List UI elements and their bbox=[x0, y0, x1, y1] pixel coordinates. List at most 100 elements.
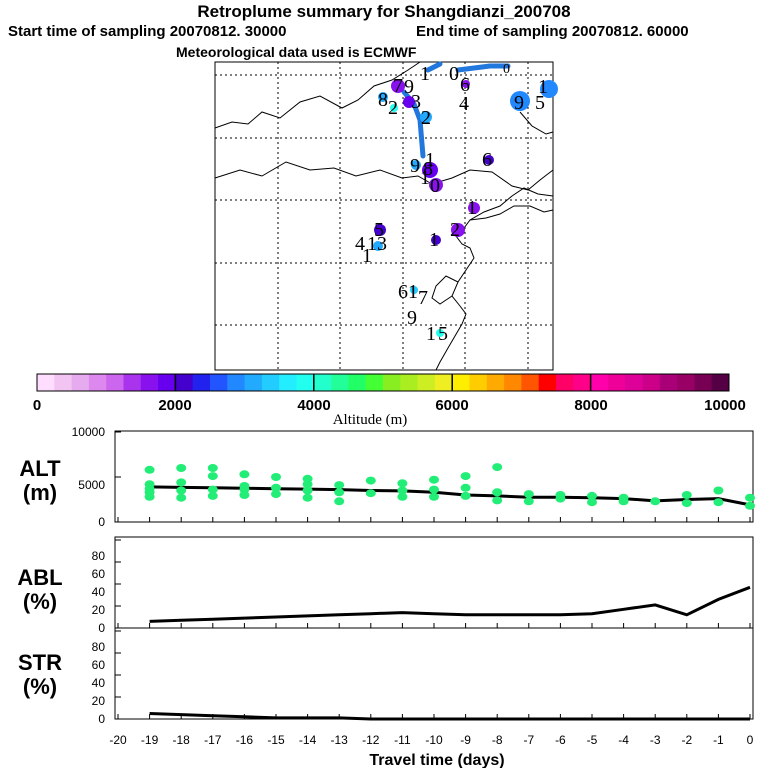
colorbar-segment bbox=[486, 374, 505, 391]
str-ytick: 40 bbox=[92, 676, 106, 690]
plume-particle-point bbox=[271, 473, 281, 481]
plume-particle-point bbox=[492, 488, 503, 497]
colorbar-segment bbox=[54, 374, 73, 391]
map-label: 1 bbox=[367, 233, 377, 255]
colorbar-segment bbox=[175, 374, 194, 391]
x-tick-label: -19 bbox=[141, 733, 159, 747]
map-label: 1 bbox=[467, 197, 477, 219]
map-label: 9 bbox=[404, 76, 414, 98]
alt-panel: ALT (m) 0 5000 10000 bbox=[19, 425, 754, 529]
colorbar-segment bbox=[607, 374, 626, 391]
plume-particle-point bbox=[745, 501, 755, 510]
plume-particle-point bbox=[271, 490, 281, 499]
plume-particle-point bbox=[302, 493, 313, 502]
alt-ytick: 0 bbox=[98, 515, 105, 529]
x-tick-label: -15 bbox=[267, 733, 285, 747]
map-label: 1 bbox=[420, 63, 430, 85]
colorbar-segment bbox=[227, 374, 246, 391]
plume-particle-point bbox=[144, 492, 155, 501]
map-label: 2 bbox=[388, 97, 398, 119]
colorbar-segment bbox=[140, 374, 159, 391]
colorbar-segment bbox=[261, 374, 280, 391]
colorbar-tick: 8000 bbox=[574, 397, 607, 414]
colorbar-segment bbox=[279, 374, 297, 391]
colorbar-label: Altitude (m) bbox=[333, 412, 408, 428]
str-ytick: 80 bbox=[92, 640, 106, 654]
colorbar-segment bbox=[348, 374, 367, 391]
colorbar-tick: 6000 bbox=[435, 397, 468, 414]
x-tick-label: -16 bbox=[236, 733, 254, 747]
colorbar-segment bbox=[71, 374, 90, 391]
colorbar-segment bbox=[365, 374, 384, 391]
plume-particle-point bbox=[492, 496, 503, 505]
plume-particle-point bbox=[650, 497, 661, 506]
colorbar-segment bbox=[469, 374, 488, 391]
str-ytick: 60 bbox=[92, 658, 106, 672]
colorbar-tick: 2000 bbox=[158, 397, 191, 414]
map-label: 3 bbox=[377, 233, 387, 255]
colorbar-segment bbox=[434, 374, 453, 391]
str-ytick: 20 bbox=[92, 694, 106, 708]
x-tick-label: -7 bbox=[523, 733, 534, 747]
colorbar-segment bbox=[417, 374, 436, 391]
plume-particle-point bbox=[681, 491, 692, 499]
x-tick-label: -11 bbox=[394, 733, 411, 747]
plume-particle-point bbox=[176, 493, 187, 502]
abl-ylabel-unit: (%) bbox=[23, 589, 57, 614]
x-tick-label: -17 bbox=[204, 733, 222, 747]
meteorological-data-note: Meteorological data used is ECMWF bbox=[176, 44, 417, 60]
colorbar-segment bbox=[521, 374, 540, 391]
plume-particle-point bbox=[334, 488, 345, 497]
colorbar-segment bbox=[192, 374, 211, 391]
x-tick-label: -9 bbox=[460, 733, 471, 747]
colorbar-segment bbox=[210, 374, 228, 391]
abl-panel: ABL (%) 0 20 40 60 80 bbox=[17, 536, 754, 635]
x-tick-label: -14 bbox=[299, 733, 317, 747]
str-yticks: 0 20 40 60 80 bbox=[92, 640, 106, 726]
alt-series-line bbox=[149, 485, 751, 507]
map-label: 5 bbox=[535, 92, 545, 114]
map-label: 4 bbox=[459, 93, 469, 115]
alt-ytick: 5000 bbox=[78, 478, 105, 492]
plume-particle-point bbox=[176, 486, 187, 495]
colorbar-segment bbox=[123, 374, 142, 391]
plume-particle-point bbox=[334, 497, 345, 506]
colorbar-segment bbox=[556, 374, 574, 391]
plume-particle-point bbox=[176, 478, 187, 487]
x-axis-ticks: -20 -19 -18 -17 -16 -15 -14 -13 -12 -11 -10 -9 -8 -7-… bbox=[109, 517, 754, 747]
sampling-end-time: End time of sampling 20070812. 60000 bbox=[416, 23, 689, 40]
plume-particle-point bbox=[429, 475, 439, 484]
map-label: 7 bbox=[418, 287, 428, 309]
colorbar-tick: 0 bbox=[33, 397, 41, 414]
x-tick-label: -12 bbox=[362, 733, 380, 747]
x-tick-label: -13 bbox=[331, 733, 349, 747]
str-panel: STR (%) 0 20 40 60 80 bbox=[18, 627, 754, 726]
map-label: 8 bbox=[378, 89, 388, 111]
plume-particle-point bbox=[429, 485, 439, 494]
alt-ylabel-unit: (m) bbox=[23, 480, 57, 505]
colorbar-segment bbox=[244, 374, 263, 391]
str-panel-frame bbox=[114, 627, 754, 720]
plume-particle-point bbox=[207, 485, 218, 494]
plume-particle-point bbox=[460, 472, 471, 481]
colorbar-segment bbox=[711, 374, 730, 391]
map-label: 0 bbox=[449, 63, 459, 85]
plume-particle-point bbox=[397, 479, 408, 488]
colorbar-segment bbox=[694, 374, 713, 391]
plume-particle-point bbox=[176, 464, 187, 472]
colorbar-segment bbox=[659, 374, 678, 391]
plume-particle-point bbox=[144, 465, 155, 474]
trajectory-day-labels: 7 9 6 8 2 2 3 9 5 1 4 1 0 0 6 8 9 1 1 0 … bbox=[355, 62, 548, 345]
map-label: 4 bbox=[355, 233, 365, 255]
str-ylabel-unit: (%) bbox=[23, 674, 57, 699]
map-frame bbox=[214, 61, 554, 371]
plume-particle-point bbox=[618, 497, 629, 506]
plume-particle-point bbox=[365, 489, 376, 498]
abl-series-line bbox=[149, 585, 751, 623]
x-tick-label: -3 bbox=[650, 733, 661, 747]
alt-ytick: 10000 bbox=[72, 425, 106, 439]
abl-ytick: 0 bbox=[98, 621, 105, 635]
abl-ytick: 80 bbox=[92, 549, 106, 563]
map-label: 8 bbox=[423, 158, 433, 180]
plume-particle-point bbox=[555, 494, 566, 503]
